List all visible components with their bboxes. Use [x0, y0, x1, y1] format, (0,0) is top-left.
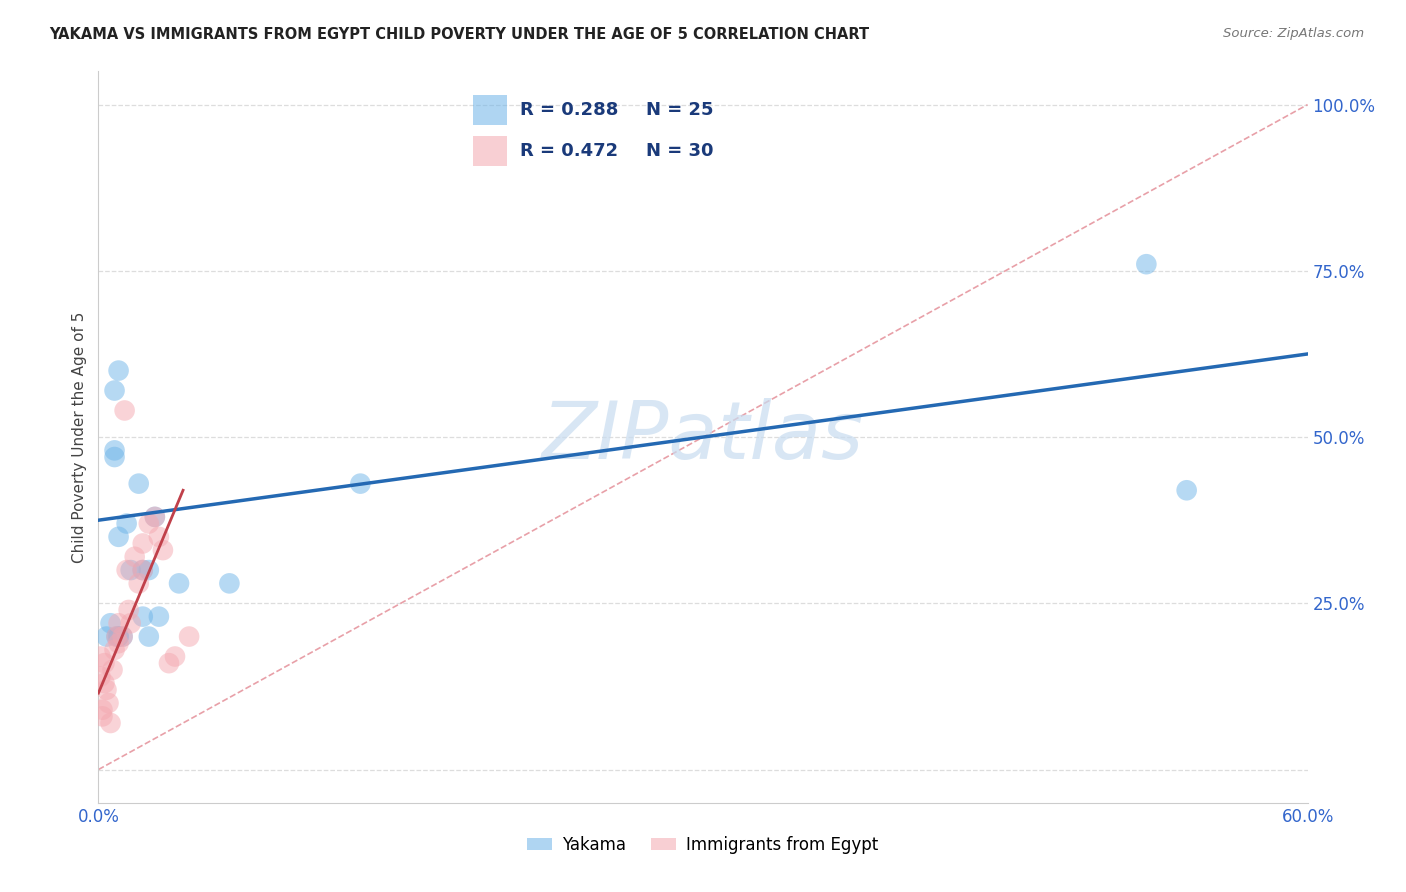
Point [132, 563, 155, 577]
Point [152, 543, 174, 558]
Point [111, 630, 134, 644]
Point [138, 516, 160, 531]
Point [1175, 483, 1198, 498]
Point [114, 403, 136, 417]
Point [93, 676, 115, 690]
Point [128, 476, 150, 491]
Point [132, 609, 155, 624]
Point [105, 630, 128, 644]
Point [107, 630, 129, 644]
Point [103, 643, 125, 657]
Point [132, 563, 155, 577]
Point [148, 530, 170, 544]
Point [107, 616, 129, 631]
Y-axis label: Child Poverty Under the Age of 5: Child Poverty Under the Age of 5 [72, 311, 87, 563]
Text: ZIPatlas: ZIPatlas [541, 398, 865, 476]
Point [218, 576, 240, 591]
Point [143, 509, 166, 524]
Point [115, 516, 138, 531]
Point [89, 649, 111, 664]
Point [179, 630, 201, 644]
Point [349, 476, 371, 491]
Point [115, 563, 138, 577]
Point [105, 630, 128, 644]
Point [148, 609, 170, 624]
Point [93, 656, 115, 670]
Point [107, 530, 129, 544]
Text: YAKAMA VS IMMIGRANTS FROM EGYPT CHILD POVERTY UNDER THE AGE OF 5 CORRELATION CHA: YAKAMA VS IMMIGRANTS FROM EGYPT CHILD PO… [49, 27, 869, 42]
Text: Source: ZipAtlas.com: Source: ZipAtlas.com [1223, 27, 1364, 40]
Point [120, 616, 142, 631]
Point [107, 363, 129, 377]
Point [103, 384, 125, 398]
Point [1135, 257, 1157, 271]
Point [89, 669, 111, 683]
Point [132, 536, 155, 550]
Point [103, 450, 125, 464]
Point [163, 649, 186, 664]
Point [143, 509, 166, 524]
Point [100, 616, 122, 631]
Point [91, 703, 114, 717]
Legend: Yakama, Immigrants from Egypt: Yakama, Immigrants from Egypt [520, 829, 886, 860]
Point [107, 636, 129, 650]
Point [107, 630, 129, 644]
Point [96, 630, 118, 644]
Point [120, 563, 142, 577]
Point [124, 549, 146, 564]
Point [97, 696, 120, 710]
Point [96, 682, 118, 697]
Point [138, 630, 160, 644]
Point [100, 716, 122, 731]
Point [103, 443, 125, 458]
Point [167, 576, 190, 591]
Point [118, 603, 141, 617]
Point [111, 630, 134, 644]
Point [101, 663, 124, 677]
Point [128, 576, 150, 591]
Point [157, 656, 180, 670]
Point [91, 709, 114, 723]
Point [138, 563, 160, 577]
